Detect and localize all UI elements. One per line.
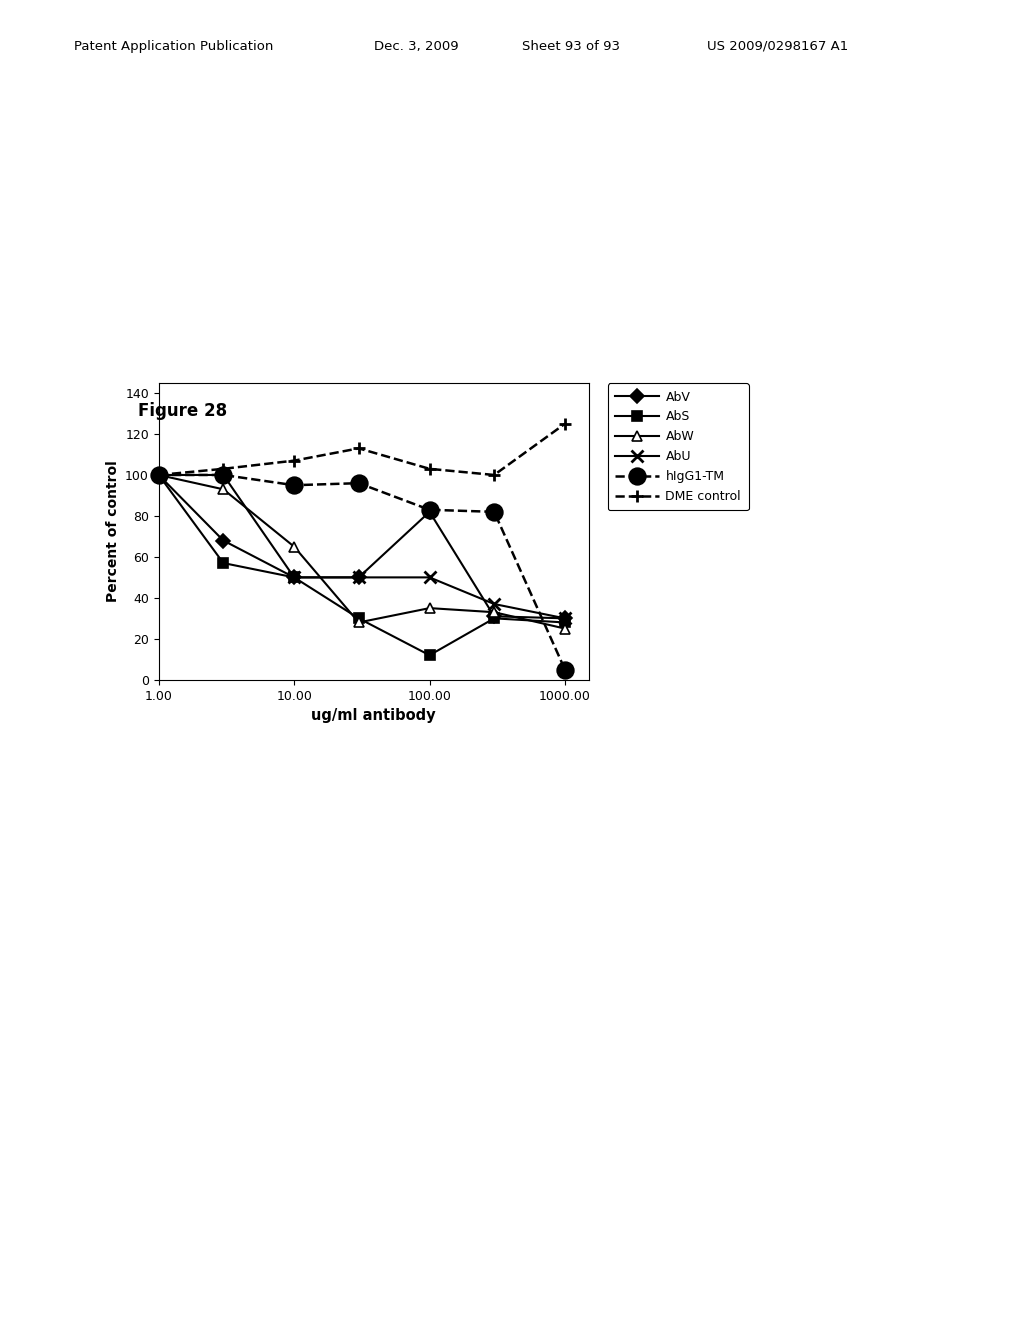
AbS — [217, 556, 229, 572]
AbS — [488, 610, 501, 626]
Text: Figure 28: Figure 28 — [138, 401, 227, 420]
AbV — [352, 569, 365, 585]
AbW — [423, 601, 435, 616]
AbV — [288, 569, 300, 585]
DME control — [423, 461, 435, 477]
hIgG1-TM — [488, 504, 501, 520]
hIgG1-TM — [423, 502, 435, 517]
AbU — [153, 467, 165, 483]
DME control — [352, 441, 365, 457]
AbU — [217, 467, 229, 483]
AbW — [288, 539, 300, 554]
AbU — [352, 569, 365, 585]
DME control — [217, 461, 229, 477]
AbS — [559, 615, 571, 631]
hIgG1-TM — [559, 661, 571, 677]
AbV — [488, 609, 501, 624]
AbU — [559, 610, 571, 626]
Line: AbS: AbS — [154, 470, 569, 660]
AbS — [153, 467, 165, 483]
AbW — [352, 615, 365, 631]
DME control — [288, 453, 300, 469]
AbS — [423, 647, 435, 663]
AbS — [352, 610, 365, 626]
Y-axis label: Percent of control: Percent of control — [105, 461, 120, 602]
AbW — [559, 620, 571, 636]
hIgG1-TM — [352, 475, 365, 491]
AbV — [217, 532, 229, 548]
Line: DME control: DME control — [153, 417, 571, 482]
X-axis label: ug/ml antibody: ug/ml antibody — [311, 708, 436, 723]
AbW — [153, 467, 165, 483]
Line: AbW: AbW — [154, 470, 569, 634]
AbV — [423, 504, 435, 520]
AbS — [288, 569, 300, 585]
DME control — [559, 416, 571, 432]
AbW — [217, 482, 229, 498]
AbW — [488, 605, 501, 620]
Line: AbU: AbU — [154, 470, 570, 624]
DME control — [488, 467, 501, 483]
Text: US 2009/0298167 A1: US 2009/0298167 A1 — [707, 40, 848, 53]
AbU — [288, 569, 300, 585]
AbU — [488, 597, 501, 612]
AbV — [153, 467, 165, 483]
Text: Dec. 3, 2009: Dec. 3, 2009 — [374, 40, 459, 53]
Line: AbV: AbV — [154, 470, 569, 623]
Line: hIgG1-TM: hIgG1-TM — [151, 467, 573, 678]
hIgG1-TM — [288, 478, 300, 494]
Text: Patent Application Publication: Patent Application Publication — [74, 40, 273, 53]
DME control — [153, 467, 165, 483]
Text: Sheet 93 of 93: Sheet 93 of 93 — [522, 40, 621, 53]
hIgG1-TM — [153, 467, 165, 483]
AbV — [559, 610, 571, 626]
hIgG1-TM — [217, 467, 229, 483]
Legend: AbV, AbS, AbW, AbU, hIgG1-TM, DME control: AbV, AbS, AbW, AbU, hIgG1-TM, DME contro… — [608, 383, 749, 511]
AbU — [423, 569, 435, 585]
